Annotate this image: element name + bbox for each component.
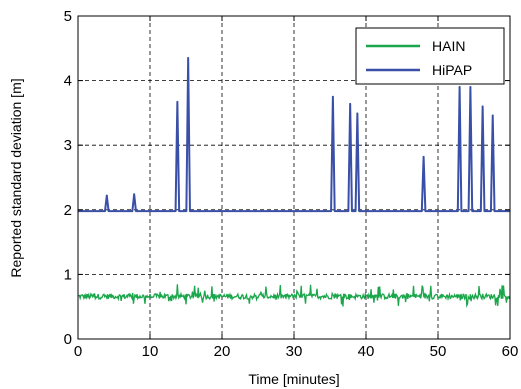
y-tick-label: 5 (64, 8, 72, 25)
y-tick-label: 0 (64, 331, 72, 348)
x-axis-label: Time [minutes] (248, 371, 339, 387)
hipap-spike-point (331, 95, 334, 98)
hipap-spike-point (481, 105, 484, 108)
x-tick-label: 0 (74, 343, 82, 360)
series-layer (77, 56, 511, 308)
y-axis-label: Reported standard deviation [m] (8, 78, 24, 277)
hipap-spike-point (187, 57, 190, 59)
hipap-spike-point (105, 194, 108, 197)
x-tick-label: 60 (502, 343, 519, 360)
y-tick-label: 3 (64, 137, 72, 154)
hipap-spike-point (176, 101, 179, 103)
series-line-hain (77, 284, 511, 308)
y-tick-label: 4 (64, 73, 72, 90)
hipap-spike-point (422, 155, 425, 158)
hipap-spike-point (458, 86, 461, 88)
hipap-spike-point (491, 114, 494, 117)
legend-label-hain: HAIN (432, 38, 465, 54)
y-tick-label: 2 (64, 202, 72, 219)
legend-label-hipap: HiPAP (432, 62, 472, 78)
ticks: 0 10 20 30 40 50 60 0 1 2 3 4 5 (64, 8, 519, 360)
x-tick-label: 40 (358, 343, 375, 360)
legend: HAIN HiPAP (355, 27, 505, 85)
legend-box (355, 27, 505, 85)
x-tick-label: 50 (430, 343, 447, 360)
hipap-spike-point (356, 112, 359, 115)
x-tick-label: 10 (142, 343, 159, 360)
hipap-spike-point (349, 102, 352, 105)
series-line-hipap (78, 56, 510, 213)
x-tick-label: 30 (286, 343, 303, 360)
hipap-spike-point (133, 193, 136, 196)
x-tick-label: 20 (214, 343, 231, 360)
hipap-spike-point (469, 86, 472, 88)
y-tick-label: 1 (64, 266, 72, 283)
